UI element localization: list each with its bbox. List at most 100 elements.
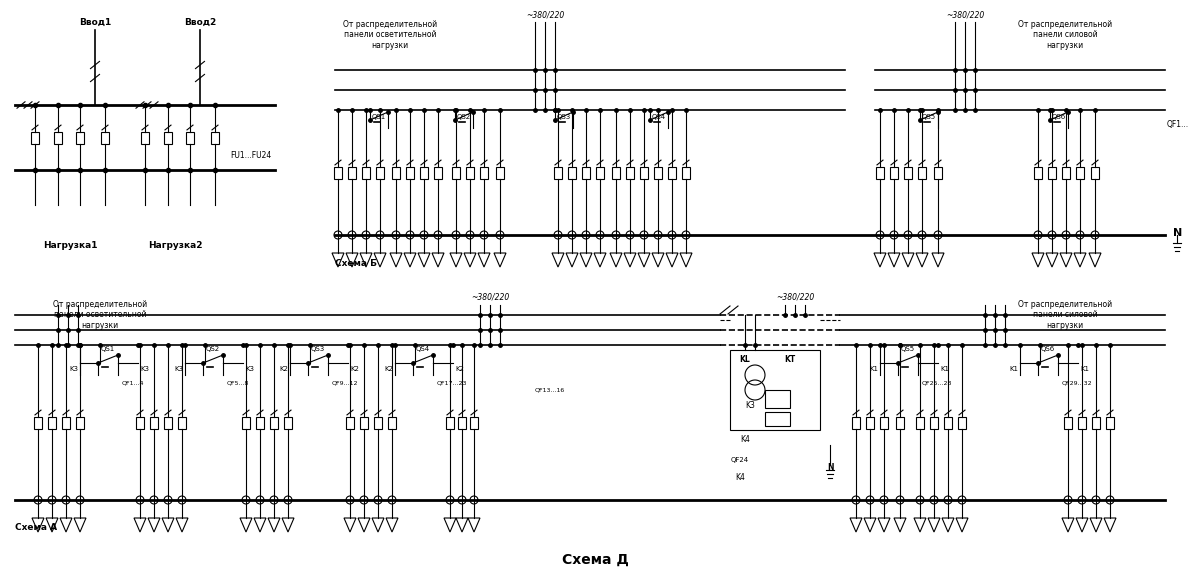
- Bar: [211, 131, 219, 144]
- Bar: [242, 416, 249, 429]
- Bar: [904, 166, 912, 179]
- Text: K3: K3: [245, 366, 254, 372]
- Bar: [53, 131, 62, 144]
- Bar: [470, 416, 478, 429]
- Bar: [568, 166, 576, 179]
- Bar: [421, 166, 428, 179]
- Bar: [1078, 416, 1086, 429]
- Bar: [1106, 416, 1114, 429]
- Text: K3: K3: [69, 366, 78, 372]
- Text: K2: K2: [384, 366, 393, 372]
- Text: QF13...16: QF13...16: [535, 388, 565, 392]
- Bar: [852, 416, 860, 429]
- Bar: [164, 416, 172, 429]
- Text: QS2: QS2: [206, 346, 220, 352]
- Text: KT: KT: [784, 356, 796, 364]
- Text: QS3: QS3: [557, 114, 571, 120]
- Text: От распределительной
панели силовой
нагрузки: От распределительной панели силовой нагр…: [1018, 20, 1112, 50]
- Bar: [930, 416, 939, 429]
- Bar: [1091, 166, 1099, 179]
- Bar: [346, 416, 354, 429]
- Bar: [876, 166, 884, 179]
- Bar: [76, 131, 84, 144]
- Text: K3: K3: [173, 366, 183, 372]
- Text: QF1...4: QF1...4: [122, 381, 145, 385]
- Bar: [880, 416, 887, 429]
- Bar: [1034, 166, 1042, 179]
- Text: QS2: QS2: [457, 114, 472, 120]
- Bar: [896, 416, 904, 429]
- Text: QF17...23: QF17...23: [437, 381, 468, 385]
- Text: K4: K4: [740, 436, 750, 444]
- Bar: [596, 166, 604, 179]
- Bar: [480, 166, 488, 179]
- Bar: [682, 166, 690, 179]
- Bar: [178, 416, 187, 429]
- Bar: [451, 166, 460, 179]
- Bar: [34, 416, 42, 429]
- Bar: [255, 416, 264, 429]
- Bar: [374, 416, 383, 429]
- Bar: [554, 166, 562, 179]
- Text: QS5: QS5: [922, 114, 936, 120]
- Bar: [76, 416, 84, 429]
- Bar: [916, 416, 924, 429]
- Bar: [497, 166, 504, 179]
- Text: Нагрузка2: Нагрузка2: [147, 241, 202, 249]
- Text: QF9...12: QF9...12: [331, 381, 359, 385]
- Text: Схема Д: Схема Д: [562, 553, 628, 567]
- Text: K1: K1: [868, 366, 878, 372]
- Text: QF25...28: QF25...28: [922, 381, 953, 385]
- Text: ~380/220: ~380/220: [946, 11, 984, 19]
- Text: QS1: QS1: [101, 346, 115, 352]
- Text: QS4: QS4: [416, 346, 430, 352]
- Text: K2: K2: [350, 366, 359, 372]
- Text: QS5: QS5: [901, 346, 915, 352]
- Text: K1: K1: [940, 366, 949, 372]
- Text: K1: K1: [1080, 366, 1089, 372]
- Text: N: N: [827, 464, 833, 472]
- Bar: [362, 166, 369, 179]
- Bar: [890, 166, 898, 179]
- Bar: [375, 166, 384, 179]
- Bar: [582, 166, 590, 179]
- Bar: [164, 131, 172, 144]
- Bar: [101, 131, 109, 144]
- Text: От распределительной
панели силовой
нагрузки: От распределительной панели силовой нагр…: [1018, 300, 1112, 330]
- Text: От распределительной
панели осветительной
нагрузки: От распределительной панели осветительно…: [53, 300, 147, 330]
- Text: FU1...FU24: FU1...FU24: [230, 151, 271, 159]
- Bar: [1076, 166, 1083, 179]
- Bar: [1048, 166, 1056, 179]
- Bar: [446, 416, 454, 429]
- Text: QS6: QS6: [1053, 114, 1067, 120]
- Bar: [640, 166, 647, 179]
- Bar: [866, 416, 874, 429]
- Text: QS1: QS1: [372, 114, 386, 120]
- Bar: [655, 166, 662, 179]
- Bar: [626, 166, 634, 179]
- Text: Ввод1: Ввод1: [78, 18, 112, 26]
- Text: QS6: QS6: [1041, 346, 1055, 352]
- Bar: [62, 416, 70, 429]
- Bar: [434, 166, 442, 179]
- Bar: [1062, 166, 1070, 179]
- Text: QS3: QS3: [311, 346, 326, 352]
- Text: Нагрузка1: Нагрузка1: [43, 241, 97, 249]
- Text: Схема А: Схема А: [15, 523, 57, 533]
- Bar: [765, 412, 790, 426]
- Text: K1: K1: [1009, 366, 1018, 372]
- Bar: [388, 416, 396, 429]
- Text: K4: K4: [735, 474, 745, 482]
- Bar: [958, 416, 966, 429]
- Bar: [1064, 416, 1072, 429]
- Bar: [141, 131, 148, 144]
- Bar: [187, 131, 194, 144]
- Text: ~380/220: ~380/220: [776, 293, 814, 301]
- Bar: [729, 350, 820, 430]
- Bar: [348, 166, 356, 179]
- Text: N: N: [1173, 228, 1182, 238]
- Bar: [765, 390, 790, 408]
- Text: K2: K2: [279, 366, 287, 372]
- Bar: [934, 166, 942, 179]
- Bar: [944, 416, 952, 429]
